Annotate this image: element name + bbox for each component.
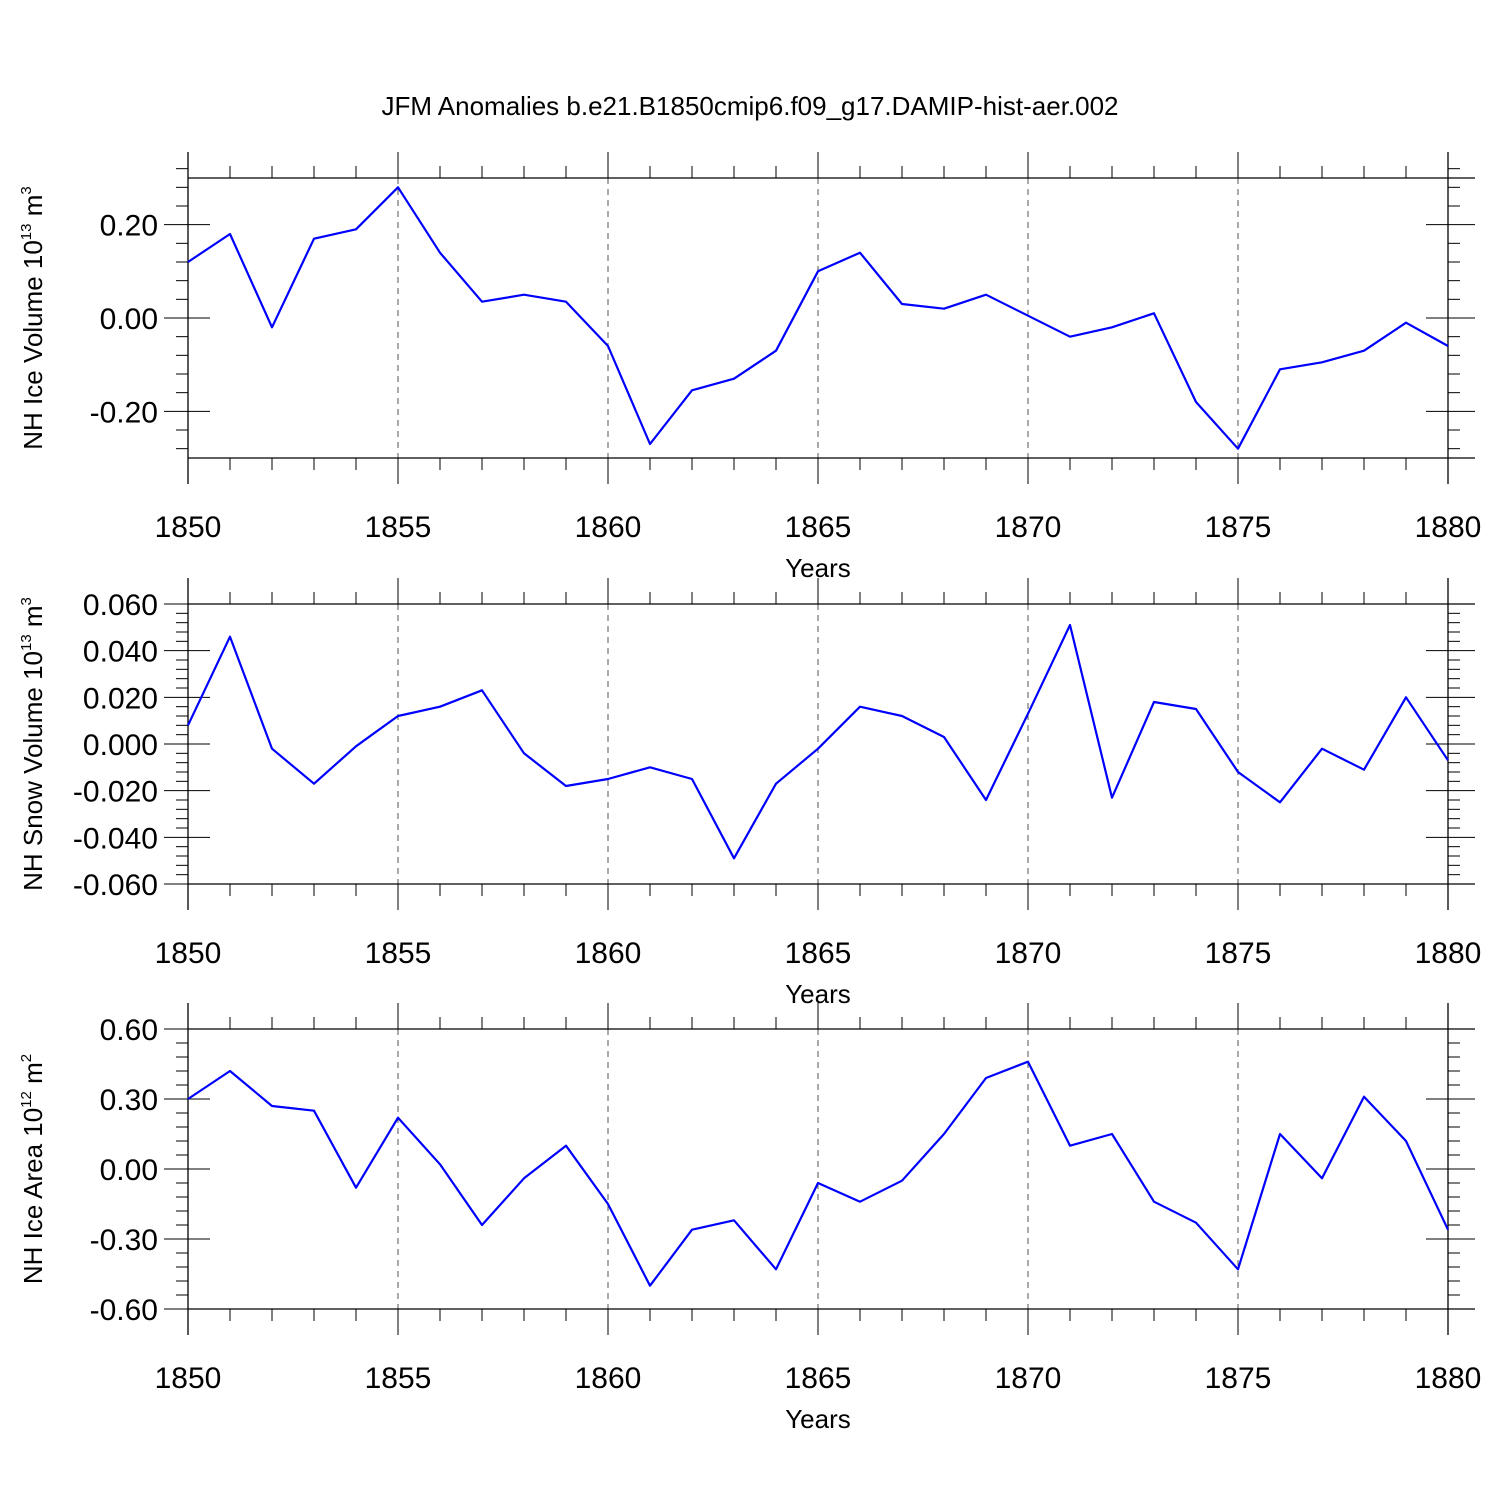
snow-volume-xtick-labels: 1850 1855 1860 1865 1870 1875 1880 <box>155 937 1482 970</box>
ice-area-ytick-labels: -0.60 -0.30 0.00 0.30 0.60 <box>90 1014 158 1327</box>
ice-area-xtick-label: 1855 <box>365 1362 432 1395</box>
ice-area-ytick-label: -0.60 <box>90 1294 158 1327</box>
snow-volume-grid <box>397 604 1239 884</box>
ice-volume-xtick-label: 1860 <box>575 511 642 544</box>
snow-volume-ylabel-unit-exp: 3 <box>18 597 35 605</box>
snow-volume-ytick-label: 0.020 <box>83 682 158 715</box>
ice-area-ylabel-unit-exp: 2 <box>18 1054 35 1062</box>
ice-volume-frame <box>187 152 1475 484</box>
ice-area-ytick-label: 0.00 <box>100 1154 158 1187</box>
snow-volume-xtick-label: 1870 <box>995 937 1062 970</box>
ice-area-ylabel-exp: 12 <box>18 1091 35 1108</box>
panel-snow-volume: -0.060 -0.040 -0.020 0.000 0.020 0.040 0.060 1… <box>18 578 1481 1009</box>
snow-volume-ytick-label: -0.020 <box>73 776 158 809</box>
panel-ice-area: -0.60-0.300.000.300.60 1850 1855 1860 1865 1… <box>18 1003 1481 1434</box>
snow-volume-ylabel: NH Snow Volume 1013 m3 <box>18 597 48 891</box>
panel-ice-volume: -0.200.000.20 1850 1855 1860 1865 1870 1875 18… <box>18 152 1481 583</box>
snow-volume-xtick-label: 1875 <box>1205 937 1272 970</box>
ice-area-xtick-label: 1850 <box>155 1362 222 1395</box>
ice-volume-ylabel-main: NH Ice Volume 10 <box>18 240 48 450</box>
snow-volume-xtick-label: 1860 <box>575 937 642 970</box>
ice-area-grid <box>397 1029 1239 1309</box>
ice-volume-xtick-label: 1865 <box>785 511 852 544</box>
chart-title: JFM Anomalies b.e21.B1850cmip6.f09_g17.D… <box>381 91 1118 121</box>
snow-volume-ylabel-exp: 13 <box>18 634 35 651</box>
ice-area-frame <box>187 1003 1475 1335</box>
ice-volume-xtick-label: 1850 <box>155 511 222 544</box>
snow-volume-ticks <box>164 578 1475 910</box>
ice-volume-xtick-label: 1870 <box>995 511 1062 544</box>
ice-area-ticks <box>164 1003 1475 1335</box>
ice-volume-grid <box>397 178 1239 458</box>
ice-volume-xtick-labels: 1850 1855 1860 1865 1870 1875 1880 <box>155 511 1482 544</box>
ice-area-xtick-label: 1870 <box>995 1362 1062 1395</box>
ice-volume-ytick-labels: -0.20 0.00 0.20 <box>90 210 158 430</box>
ice-volume-xtick-label: 1855 <box>365 511 432 544</box>
ice-volume-ylabel: NH Ice Volume 1013 m3 <box>18 186 48 449</box>
snow-volume-ytick-label: -0.060 <box>73 869 158 902</box>
snow-volume-xtick-label: 1850 <box>155 937 222 970</box>
snow-volume-ytick-label: 0.040 <box>83 636 158 669</box>
ice-volume-ylabel-unit-exp: 3 <box>18 186 35 194</box>
ice-area-xtick-label: 1875 <box>1205 1362 1272 1395</box>
snow-volume-ytick-label: 0.060 <box>83 589 158 622</box>
snow-volume-xtick-label: 1855 <box>365 937 432 970</box>
ice-area-ytick-label: 0.30 <box>100 1084 158 1117</box>
ice-area-xtick-label: 1860 <box>575 1362 642 1395</box>
ice-area-xtick-labels: 1850 1855 1860 1865 1870 1875 1880 <box>155 1362 1482 1395</box>
ice-area-ytick-label: 0.60 <box>100 1014 158 1047</box>
ice-area-ytick-label: -0.30 <box>90 1224 158 1257</box>
snow-volume-ylabel-main: NH Snow Volume 10 <box>18 651 48 891</box>
ice-volume-xtick-label: 1875 <box>1205 511 1272 544</box>
ice-volume-ytick-label: -0.20 <box>90 396 158 429</box>
snow-volume-line <box>187 623 1449 860</box>
snow-volume-ytick-label: 0.000 <box>83 729 158 762</box>
snow-volume-frame <box>187 578 1475 910</box>
ice-area-ylabel-unit: m <box>18 1062 48 1091</box>
ice-area-xtick-label: 1880 <box>1415 1362 1482 1395</box>
ice-volume-ytick-label: 0.20 <box>100 210 158 243</box>
snow-volume-ytick-label: -0.040 <box>73 822 158 855</box>
ice-volume-ytick-label: 0.00 <box>100 303 158 336</box>
ice-volume-line <box>187 186 1449 450</box>
snow-volume-ytick-labels: -0.060 -0.040 -0.020 0.000 0.020 0.040 0.060 <box>73 589 158 902</box>
snow-volume-ylabel-unit: m <box>18 605 48 634</box>
ice-volume-ticks <box>164 152 1475 484</box>
ice-area-ylabel-main: NH Ice Area 10 <box>18 1108 48 1284</box>
snow-volume-xtick-label: 1865 <box>785 937 852 970</box>
snow-volume-xtick-label: 1880 <box>1415 937 1482 970</box>
ice-volume-ylabel-unit: m <box>18 195 48 224</box>
ice-volume-ylabel-exp: 13 <box>18 223 35 240</box>
ice-area-xtick-label: 1865 <box>785 1362 852 1395</box>
ice-area-line <box>187 1060 1449 1287</box>
ice-area-ylabel: NH Ice Area 1012 m2 <box>18 1054 48 1284</box>
ice-area-xlabel: Years <box>785 1404 851 1434</box>
ice-volume-xtick-label: 1880 <box>1415 511 1482 544</box>
